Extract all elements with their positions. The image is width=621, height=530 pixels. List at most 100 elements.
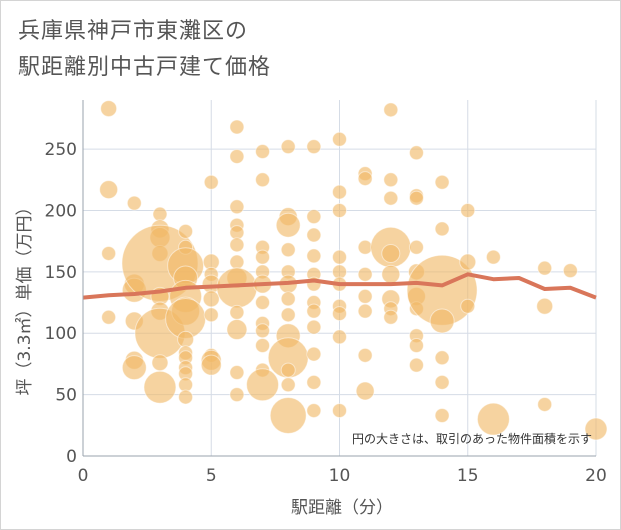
bubble xyxy=(306,139,322,155)
bubble xyxy=(434,221,450,237)
bubble xyxy=(177,330,195,348)
bubble xyxy=(332,306,347,322)
bubble xyxy=(101,245,117,261)
average-line-group xyxy=(82,272,597,300)
bubble xyxy=(429,308,455,334)
bubble xyxy=(280,242,296,258)
y-tick-label: 100 xyxy=(45,324,77,344)
bubble xyxy=(229,254,245,270)
bubble xyxy=(100,100,118,118)
bubble xyxy=(280,291,296,307)
bubble xyxy=(357,303,373,319)
bubble xyxy=(476,402,510,436)
y-tick-label: 200 xyxy=(45,201,77,221)
bubble xyxy=(275,212,301,238)
bubble xyxy=(229,387,245,403)
bubble xyxy=(121,355,147,381)
bubble xyxy=(357,266,373,282)
bubble xyxy=(229,237,245,253)
bubble xyxy=(408,357,424,373)
bubble xyxy=(280,377,296,393)
bubble xyxy=(203,307,219,323)
bubble xyxy=(584,417,608,441)
bubble xyxy=(332,184,347,200)
bubble xyxy=(332,403,347,419)
bubble xyxy=(562,263,578,279)
bubble xyxy=(280,139,296,155)
bubble xyxy=(306,248,322,264)
bubble xyxy=(202,290,220,308)
bubble xyxy=(485,249,501,265)
bubble xyxy=(151,354,169,372)
bubble xyxy=(381,243,401,263)
bubble xyxy=(306,209,322,225)
x-axis-label: 駅距離（分） xyxy=(291,498,393,518)
x-tick-label: 0 xyxy=(78,466,89,486)
bubble xyxy=(200,354,222,376)
bubble xyxy=(255,144,271,160)
y-tick-label: 0 xyxy=(66,447,77,467)
bubble xyxy=(381,264,401,284)
bubble xyxy=(203,174,219,190)
bubble xyxy=(357,347,373,363)
bubble xyxy=(357,171,373,187)
bubble xyxy=(408,145,424,161)
bubble xyxy=(537,260,553,276)
bubble xyxy=(355,381,375,401)
bubble xyxy=(332,329,347,345)
bubble xyxy=(255,323,271,339)
bubble xyxy=(101,309,117,325)
x-tick-label: 20 xyxy=(585,466,607,486)
bubble xyxy=(229,365,245,381)
x-tick-label: 5 xyxy=(206,466,217,486)
bubble xyxy=(459,253,477,271)
bubble xyxy=(280,362,296,378)
bubble xyxy=(306,303,322,319)
bubble xyxy=(226,319,248,341)
bubble xyxy=(408,239,424,255)
y-tick-label: 250 xyxy=(45,140,77,160)
bubble xyxy=(306,319,322,335)
bubble xyxy=(255,295,271,311)
bubble xyxy=(229,199,245,215)
bubble xyxy=(536,297,554,315)
bubble xyxy=(99,180,119,200)
bubble xyxy=(280,307,296,323)
bubble xyxy=(126,195,142,211)
y-tick-label: 50 xyxy=(55,386,77,406)
bubble xyxy=(306,227,322,243)
bubble xyxy=(306,374,322,390)
bubble xyxy=(434,350,450,366)
bubble xyxy=(255,338,271,354)
bubble xyxy=(357,239,373,255)
y-tick-label: 150 xyxy=(45,263,77,283)
bubble xyxy=(408,190,424,206)
bubble xyxy=(306,346,322,362)
bubble xyxy=(255,172,271,188)
bubble xyxy=(152,206,168,222)
bubble xyxy=(332,249,347,265)
bubble xyxy=(383,172,399,188)
bubble xyxy=(178,223,194,239)
chart-title-line-1: 兵庫県神戸市東灘区の xyxy=(18,19,249,44)
bubble xyxy=(434,374,450,390)
bubble xyxy=(357,288,373,304)
bubble xyxy=(143,370,177,404)
average-price-line xyxy=(82,272,597,300)
bubble xyxy=(332,131,347,147)
bubble xyxy=(434,407,450,423)
chart-title-line-2: 駅距離別中古戸建て価格 xyxy=(18,55,272,80)
bubble xyxy=(383,190,399,206)
bubble xyxy=(229,148,245,164)
bubble xyxy=(255,249,271,265)
bubble xyxy=(408,338,424,354)
y-axis-label: 坪（3.3㎡）単価（万円） xyxy=(15,198,35,395)
bubble xyxy=(460,298,476,314)
bubble xyxy=(383,102,399,118)
bubble xyxy=(306,403,322,419)
bubbles xyxy=(99,100,608,441)
bubble xyxy=(246,368,280,402)
